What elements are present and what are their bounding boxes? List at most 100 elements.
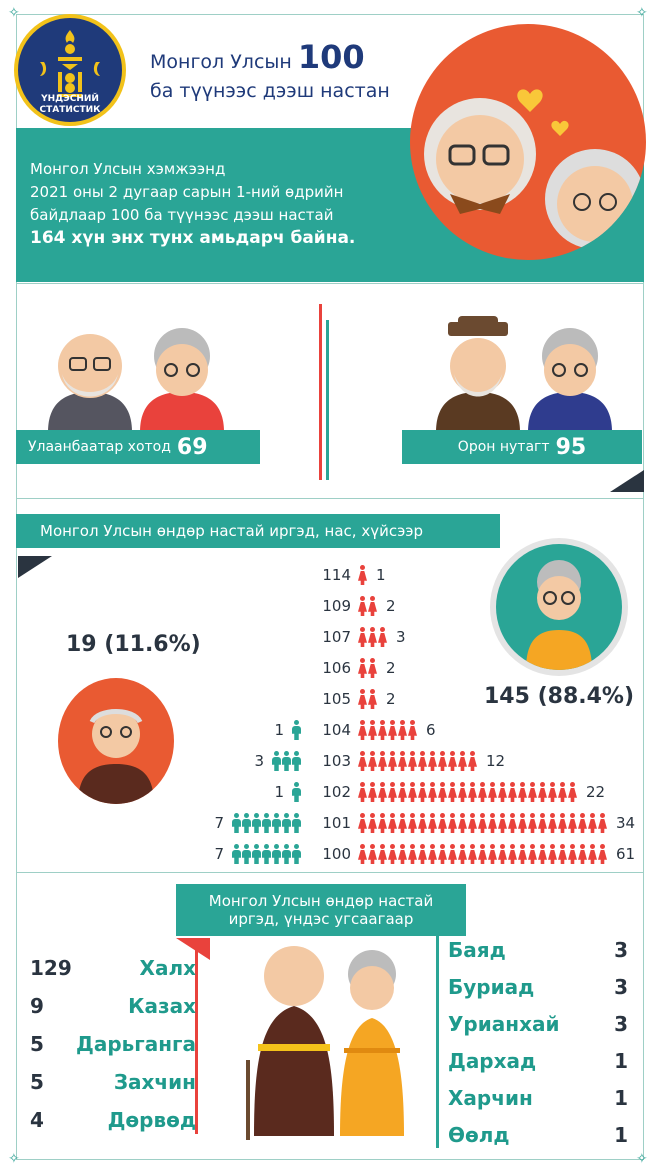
rural-couple-icon xyxy=(436,316,612,432)
female-figure-icon xyxy=(478,844,487,864)
ethnic-name: Харчин xyxy=(448,1086,533,1110)
ethnic-count: 5 xyxy=(30,1070,44,1094)
female-figure-icon xyxy=(398,751,407,771)
ethnic-count: 129 xyxy=(30,956,72,980)
female-figure-icon xyxy=(468,813,477,833)
female-figure-icon xyxy=(398,844,407,864)
female-figure-icon xyxy=(388,751,397,771)
ethnic-count: 3 xyxy=(614,1012,628,1036)
female-figure-icon xyxy=(558,813,567,833)
female-figure-icon xyxy=(408,813,417,833)
intro-line3: байдлаар 100 ба түүнээс дээш настай xyxy=(30,206,334,224)
female-figure-icon xyxy=(408,751,417,771)
grandfather-icon xyxy=(78,709,154,804)
corner-ornament-icon: ✧ xyxy=(636,5,648,21)
standing-couple-icon xyxy=(246,946,404,1140)
age-label: 101 xyxy=(322,814,351,832)
couple-icon xyxy=(424,89,645,249)
female-figure-icon xyxy=(508,813,517,833)
ethnic-count: 1 xyxy=(614,1123,628,1147)
female-figure-icon xyxy=(518,844,527,864)
female-figure-icon xyxy=(388,844,397,864)
female-figure-icon xyxy=(358,565,367,585)
grandmother-icon xyxy=(526,560,592,670)
female-figure-icon xyxy=(378,720,387,740)
male-figure-icon xyxy=(292,813,301,833)
female-figure-icon xyxy=(398,813,407,833)
female-figure-icon xyxy=(538,813,547,833)
female-figure-icon xyxy=(418,813,427,833)
female-figure-icon xyxy=(428,844,437,864)
female-figure-icon xyxy=(478,782,487,802)
female-figure-icon xyxy=(558,782,567,802)
female-figure-icon xyxy=(448,844,457,864)
female-figure-icon xyxy=(598,844,607,864)
rural-couple-illustration xyxy=(432,316,614,432)
female-count: 12 xyxy=(486,752,506,770)
city-value: 69 xyxy=(176,434,208,460)
female-figure-icon xyxy=(568,782,577,802)
female-count: 34 xyxy=(616,814,636,832)
female-figure-icon xyxy=(488,782,497,802)
title-part1: Монгол Улсын xyxy=(150,51,298,73)
female-figure-icon xyxy=(498,844,507,864)
title-number: 100 xyxy=(297,38,365,76)
female-figure-icon xyxy=(368,782,377,802)
female-figure-icon xyxy=(358,658,367,678)
ethnic-name: Буриад xyxy=(448,975,535,999)
male-figure-icon xyxy=(272,813,281,833)
female-figure-icon xyxy=(558,844,567,864)
ethnic-name: Дарьганга xyxy=(76,1032,196,1056)
female-figure-icon xyxy=(358,813,367,833)
female-figure-icon xyxy=(398,720,407,740)
intro-text: Монгол Улсын хэмжээнд 2021 оны 2 дугаар … xyxy=(30,158,355,250)
ethnic-name: Баяд xyxy=(448,938,506,962)
corner-triangle xyxy=(18,556,52,578)
female-figure-icon xyxy=(588,844,597,864)
ethnic-name: Халх xyxy=(139,956,196,980)
female-figure-icon xyxy=(458,813,467,833)
ethnic-name: Дөрвөд xyxy=(107,1108,196,1132)
age-sex-title: Монгол Улсын өндөр настай иргэд, нас, хү… xyxy=(16,514,500,548)
female-count: 22 xyxy=(586,783,606,801)
female-count: 2 xyxy=(386,597,396,615)
female-figure-icon xyxy=(578,813,587,833)
male-figure-icon xyxy=(252,844,261,864)
age-label: 103 xyxy=(322,752,351,770)
female-figure-icon xyxy=(388,813,397,833)
female-row: 34 xyxy=(358,810,635,836)
age-label: 104 xyxy=(322,721,351,739)
male-figure-icon xyxy=(262,844,271,864)
female-figure-icon xyxy=(388,720,397,740)
female-figure-icon xyxy=(568,813,577,833)
ethnic-count: 9 xyxy=(30,994,44,1018)
page-subtitle: ба түүнээс дээш настан xyxy=(150,80,390,102)
center-line-teal xyxy=(326,320,329,480)
female-figure-icon xyxy=(538,782,547,802)
ethnic-name: Казах xyxy=(128,994,196,1018)
corner-ornament-icon: ✧ xyxy=(8,5,20,21)
female-figure-icon xyxy=(448,782,457,802)
center-line-red xyxy=(319,304,322,480)
female-figure-icon xyxy=(458,844,467,864)
male-count: 1 xyxy=(274,721,284,739)
female-figure-icon xyxy=(368,627,377,647)
female-figure-icon xyxy=(368,658,377,678)
female-figure-icon xyxy=(488,813,497,833)
female-figure-icon xyxy=(498,782,507,802)
female-figure-icon xyxy=(548,813,557,833)
female-figure-icon xyxy=(378,813,387,833)
female-figure-icon xyxy=(368,720,377,740)
ethnic-count: 3 xyxy=(614,975,628,999)
female-row: 2 xyxy=(358,655,396,681)
female-figure-icon xyxy=(508,782,517,802)
female-figure-icon xyxy=(458,782,467,802)
female-figure-icon xyxy=(378,782,387,802)
male-figure-icon xyxy=(242,844,251,864)
female-count: 2 xyxy=(386,690,396,708)
ethnic-right-bar xyxy=(436,934,439,1148)
female-figure-icon xyxy=(448,751,457,771)
female-figure-icon xyxy=(598,813,607,833)
male-count: 7 xyxy=(214,845,224,863)
female-figure-icon xyxy=(428,782,437,802)
